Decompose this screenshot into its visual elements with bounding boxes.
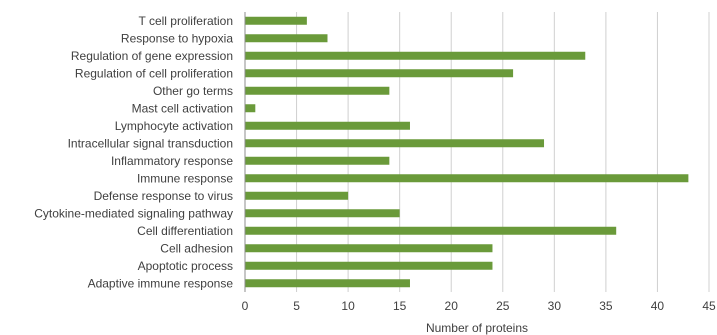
category-label: Intracellular signal transduction — [68, 136, 233, 150]
x-tick-label: 25 — [496, 299, 510, 313]
category-label: Cytokine-mediated signaling pathway — [34, 206, 233, 220]
category-label: Cell adhesion — [160, 241, 233, 255]
x-tick-labels: 0 5 10 15 20 25 30 35 40 45 — [242, 299, 716, 313]
x-tick-label: 30 — [548, 299, 562, 313]
bar — [245, 174, 689, 183]
bar — [245, 226, 617, 235]
category-label: Defense response to virus — [94, 189, 233, 203]
category-label: Regulation of gene expression — [71, 49, 233, 63]
bar — [245, 191, 349, 200]
category-label: Adaptive immune response — [88, 276, 234, 290]
bar — [245, 121, 410, 130]
bar — [245, 86, 390, 95]
bar — [245, 139, 545, 148]
bar — [245, 244, 493, 253]
bar — [245, 104, 256, 113]
category-label: Cell differentiation — [137, 224, 233, 238]
category-label: Mast cell activation — [132, 101, 233, 115]
x-tick-label: 0 — [242, 299, 249, 313]
category-label: Inflammatory response — [111, 154, 233, 168]
bar — [245, 279, 410, 288]
category-label: T cell proliferation — [139, 14, 234, 28]
category-label: Lymphocyte activation — [115, 119, 233, 133]
category-labels: T cell proliferation Response to hypoxia R… — [34, 14, 233, 291]
bar — [245, 34, 328, 43]
bar — [245, 261, 493, 270]
bar — [245, 156, 390, 165]
x-tick-label: 35 — [599, 299, 613, 313]
category-label: Apoptotic process — [138, 259, 233, 273]
x-tick-label: 45 — [702, 299, 716, 313]
bar — [245, 51, 586, 60]
category-label: Immune response — [137, 171, 233, 185]
bar — [245, 69, 514, 78]
bars — [245, 16, 689, 288]
x-tick-label: 10 — [341, 299, 355, 313]
x-axis-title: Number of proteins — [426, 321, 528, 335]
bar — [245, 209, 400, 218]
category-label: Regulation of cell proliferation — [75, 66, 233, 80]
x-tick-label: 20 — [445, 299, 459, 313]
x-tick-label: 40 — [651, 299, 665, 313]
x-tick-label: 15 — [393, 299, 407, 313]
bar — [245, 16, 307, 25]
x-tick-label: 5 — [293, 299, 300, 313]
category-label: Response to hypoxia — [121, 31, 233, 45]
category-label: Other go terms — [153, 84, 233, 98]
